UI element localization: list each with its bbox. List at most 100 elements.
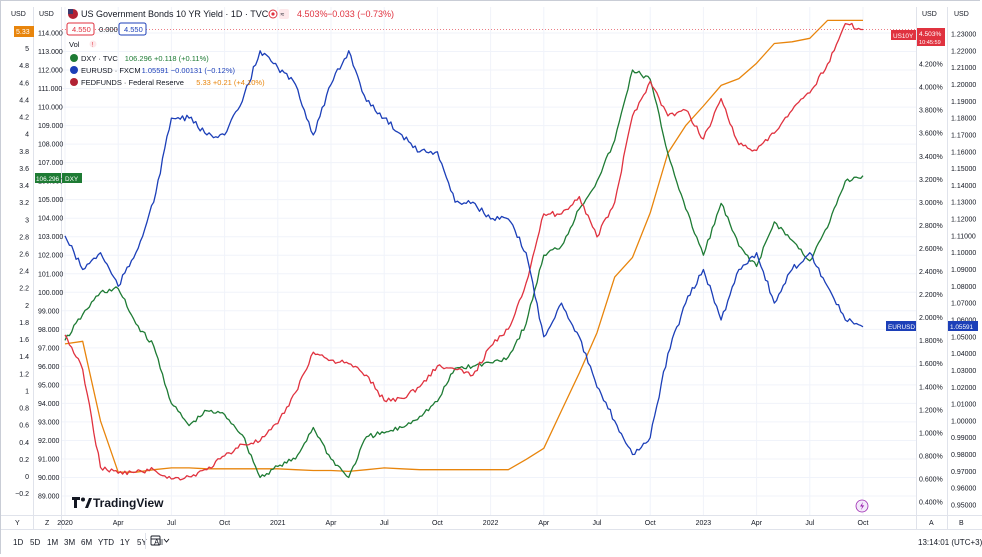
bid-box[interactable]: [66, 22, 95, 36]
market-closed-badge-mark: ≈: [281, 12, 285, 19]
us10y-tick-label: 4.200%: [919, 62, 943, 69]
dxy-tick-label: 98.000: [38, 327, 60, 334]
fedfunds-tick-label: 2.6: [19, 252, 29, 259]
fedfunds-tick-label: 1.2: [19, 371, 29, 378]
range-button-1d[interactable]: 1D: [13, 538, 23, 547]
eurusd-tick-label: 1.16000: [951, 149, 976, 156]
corner-left-b[interactable]: Z: [45, 520, 50, 527]
dxy-tick-label: 104.000: [38, 216, 63, 223]
right-us10y-unit[interactable]: USD: [922, 11, 937, 18]
fedfunds-tick-label: 2.4: [19, 269, 29, 276]
us10y-price-tag-text: 4.503%: [919, 31, 942, 38]
time-tick-label: Apr: [538, 520, 550, 527]
calendar-icon: [150, 535, 161, 546]
range-toolbar: 1D 5D 1M 3M 6M YTD 1Y 5Y All: [13, 538, 163, 547]
time-tick-label: Apr: [113, 520, 125, 527]
fedfunds-tick-label: 0.8: [19, 406, 29, 413]
fedfunds-tick-label: 4.4: [19, 97, 29, 104]
market-closed-badge[interactable]: [279, 9, 289, 19]
us10y-tick-label: 1.400%: [919, 384, 943, 391]
eurusd-tick-label: 1.14000: [951, 183, 976, 190]
eurusd-tick-label: 1.09000: [951, 267, 976, 274]
eurusd-tick-label: 0.96000: [951, 486, 976, 493]
eurusd-tick-label: 1.20000: [951, 82, 976, 89]
fedfunds-price-tag-text: 5.33: [16, 29, 30, 36]
time-tick-label: Jul: [167, 520, 176, 527]
eurusd-line[interactable]: [64, 50, 864, 456]
range-button-all[interactable]: All: [154, 538, 163, 547]
fedfunds-tick-label: 4.2: [19, 115, 29, 122]
us10y-name-tag: [891, 30, 916, 40]
symbol-title[interactable]: US Government Bonds 10 YR Yield · 1D · T…: [81, 9, 269, 19]
range-button-5d[interactable]: 5D: [30, 538, 40, 547]
us10y-tick-label: 1.000%: [919, 430, 943, 437]
range-button-3m[interactable]: 3M: [64, 538, 75, 547]
us10y-tick-label: 0.600%: [919, 476, 943, 483]
fedfunds-tick-label: 3: [25, 217, 29, 224]
market-status-dot: [271, 12, 275, 16]
date-range-button[interactable]: [150, 535, 170, 546]
fedfunds-line[interactable]: [64, 19, 863, 473]
time-tick-label: 2023: [696, 520, 712, 527]
right-us10y-axis[interactable]: 4.400%4.200%4.000%3.800%3.600%3.400%3.20…: [919, 39, 943, 507]
clock-time[interactable]: 13:14:01 (UTC+3): [918, 538, 982, 547]
eurusd-tick-label: 1.06000: [951, 317, 976, 324]
ask-value: 4.550: [124, 25, 143, 34]
watermark-text: TradingView: [93, 496, 164, 510]
bid-value: 4.550: [72, 25, 91, 34]
corner-right-b[interactable]: B: [959, 520, 964, 527]
range-button-ytd[interactable]: YTD: [98, 538, 114, 547]
time-axis[interactable]: 2020 Apr Jul Oct 2021 Apr Jul Oct 2022 Apr Jul Oct 2…: [57, 520, 868, 527]
chart-header: US Government Bonds 10 YR Yield · 1D · T…: [66, 9, 394, 87]
range-button-5y[interactable]: 5Y: [137, 538, 147, 547]
grid-lines: [62, 7, 916, 515]
fedfunds-tick-label: 4.6: [19, 80, 29, 87]
right-eurusd-axis[interactable]: 1.23000 1.22000 1.21000 1.20000 1.19000 1.180…: [951, 32, 976, 510]
fedfunds-price-tag: [14, 26, 34, 37]
dxy-line[interactable]: [64, 69, 864, 479]
eurusd-tick-label: 1.05000: [951, 334, 976, 341]
range-button-1y[interactable]: 1Y: [120, 538, 130, 547]
us10y-tick-label: 2.600%: [919, 246, 943, 253]
legend-symbol-icon: [70, 66, 78, 74]
left-fedfunds-unit[interactable]: USD: [11, 11, 26, 18]
eurusd-tick-label: 1.10000: [951, 250, 976, 257]
legend-symbol[interactable]: FEDFUNDS · Federal Reserve: [81, 78, 184, 87]
fedfunds-tick-label: −0.2: [15, 491, 29, 498]
eurusd-tick-label: 1.18000: [951, 116, 976, 123]
eurusd-tick-label: 1.11000: [951, 233, 976, 240]
dxy-price-tag: [35, 173, 61, 183]
left-fedfunds-axis[interactable]: 5.254.84.64.44.243.83.63.43.232.82.62.42…: [15, 29, 29, 498]
range-button-1m[interactable]: 1M: [47, 538, 58, 547]
range-button-6m[interactable]: 6M: [81, 538, 92, 547]
eurusd-tick-label: 1.23000: [951, 32, 976, 39]
eurusd-tick-label: 0.99000: [951, 435, 976, 442]
dxy-tick-label: 101.000: [38, 271, 63, 278]
eurusd-tick-label: 0.98000: [951, 452, 976, 459]
fedfunds-tick-label: 1: [25, 388, 29, 395]
plot-area[interactable]: [61, 7, 916, 515]
corner-left-a[interactable]: Y: [15, 520, 20, 527]
eurusd-tick-label: 1.15000: [951, 166, 976, 173]
ask-box[interactable]: [118, 22, 147, 36]
right-eurusd-unit[interactable]: USD: [954, 11, 969, 18]
us10y-tick-label: 3.800%: [919, 108, 943, 115]
us10y-tick-label: 2.400%: [919, 269, 943, 276]
legend-symbol[interactable]: EURUSD · FXCM: [81, 66, 141, 75]
legend-symbol[interactable]: DXY · TVC: [81, 54, 118, 63]
time-tick-label: Oct: [432, 520, 443, 527]
us10y-tick-label: 1.200%: [919, 407, 943, 414]
left-dxy-unit[interactable]: USD: [39, 11, 54, 18]
eurusd-name-tag-text: EURUSD: [888, 324, 915, 331]
volume-label[interactable]: Vol: [69, 40, 80, 49]
corner-right-a[interactable]: A: [929, 520, 934, 527]
fedfunds-tick-label: 0.4: [19, 440, 29, 447]
volume-warning-icon[interactable]: [89, 40, 97, 48]
legend-value: 106.296 +0.118 (+0.11%): [125, 54, 209, 63]
us10y-tick-label: 3.400%: [919, 154, 943, 161]
dxy-tick-label: 99.000: [38, 308, 60, 315]
us10y-line[interactable]: [64, 22, 863, 481]
dxy-tick-label: 110.000: [38, 105, 63, 112]
dxy-tick-label: 107.000: [38, 160, 63, 167]
